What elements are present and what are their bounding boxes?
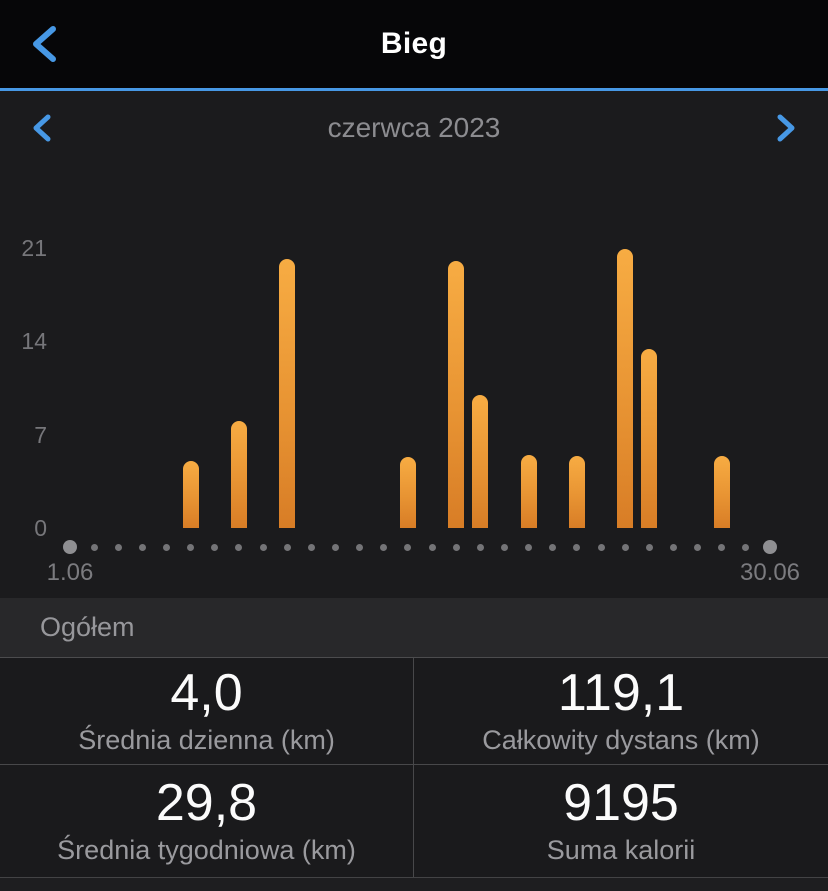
chart-bar-day-24[interactable] [617, 249, 634, 528]
back-button[interactable] [18, 18, 70, 70]
day-dot [283, 543, 291, 551]
accent-divider [0, 88, 828, 91]
stat-value: 29,8 [155, 773, 258, 832]
y-axis-tick: 7 [34, 421, 47, 448]
chart-bar-day-25[interactable] [641, 349, 658, 528]
x-axis-label: 1.06 [46, 559, 94, 586]
day-dot [428, 543, 436, 551]
day-dot [187, 543, 195, 551]
stat-label: Całkowity dystans (km) [482, 725, 760, 756]
day-dot [356, 543, 364, 551]
y-axis-tick: 0 [34, 515, 47, 541]
day-dot [452, 543, 460, 551]
chevron-right-icon [775, 113, 797, 143]
chart-bar-day-22[interactable] [568, 456, 585, 528]
day-dot [259, 543, 267, 551]
summary-stats-grid: 4,0 Średnia dzienna (km) 119,1 Całkowity… [0, 658, 828, 877]
stat-value: 119,1 [557, 663, 685, 722]
app-header: Bieg [0, 0, 828, 88]
next-section-edge [0, 877, 828, 891]
chart-bar-day-20[interactable] [520, 454, 537, 528]
range-endpoint-dot [63, 540, 77, 554]
x-axis-label: 30.06 [739, 559, 801, 586]
day-dot [380, 543, 388, 551]
y-axis-tick: 14 [21, 328, 47, 355]
summary-section-title: Ogółem [40, 612, 135, 642]
day-dot [138, 543, 146, 551]
stat-value: 9195 [563, 773, 679, 832]
stat-total-distance: 119,1 Całkowity dystans (km) [414, 658, 828, 765]
day-dot [669, 543, 677, 551]
day-dot [549, 543, 557, 551]
stat-value: 4,0 [170, 663, 243, 722]
day-dot [90, 543, 98, 551]
day-dot [525, 543, 533, 551]
chart-bar-day-6[interactable] [182, 461, 199, 528]
day-dot [332, 543, 340, 551]
chart-bar-day-17[interactable] [448, 261, 465, 528]
day-dot [235, 543, 243, 551]
day-dot [163, 543, 171, 551]
day-dot [597, 543, 605, 551]
previous-month-button[interactable] [18, 104, 66, 152]
page-title: Bieg [380, 27, 448, 60]
day-dot [694, 543, 702, 551]
month-label: czerwca 2023 [327, 112, 501, 143]
chart-bar-day-10[interactable] [279, 258, 296, 528]
day-dot [645, 543, 653, 551]
daily-distance-bar-chart[interactable]: 0 7 14 21 1.06 30.06 [0, 165, 828, 598]
day-dot [621, 543, 629, 551]
chart-bar-day-18[interactable] [472, 394, 489, 528]
month-navigation: czerwca 2023 [0, 91, 828, 165]
day-dot [404, 543, 412, 551]
chevron-left-icon [31, 113, 53, 143]
day-dot [742, 543, 750, 551]
stat-average-weekly: 29,8 Średnia tygodniowa (km) [0, 765, 414, 877]
next-month-button[interactable] [762, 104, 810, 152]
day-dot [718, 543, 726, 551]
stat-average-daily: 4,0 Średnia dzienna (km) [0, 658, 414, 765]
chevron-left-icon [29, 24, 59, 64]
summary-section-header: Ogółem [0, 598, 828, 658]
y-axis-tick: 21 [21, 235, 47, 261]
stat-total-calories: 9195 Suma kalorii [414, 765, 828, 877]
day-dot [573, 543, 581, 551]
chart-bar-day-15[interactable] [399, 457, 416, 528]
stat-label: Średnia tygodniowa (km) [57, 835, 356, 866]
day-dot [500, 543, 508, 551]
range-endpoint-dot [763, 540, 777, 554]
day-dot [307, 543, 315, 551]
stat-label: Suma kalorii [546, 835, 696, 866]
day-dot [476, 543, 484, 551]
day-dot [211, 543, 219, 551]
chart-bar-day-8[interactable] [230, 421, 247, 528]
day-dot [114, 543, 122, 551]
chart-bar-day-28[interactable] [713, 456, 730, 528]
stat-label: Średnia dzienna (km) [78, 725, 335, 756]
